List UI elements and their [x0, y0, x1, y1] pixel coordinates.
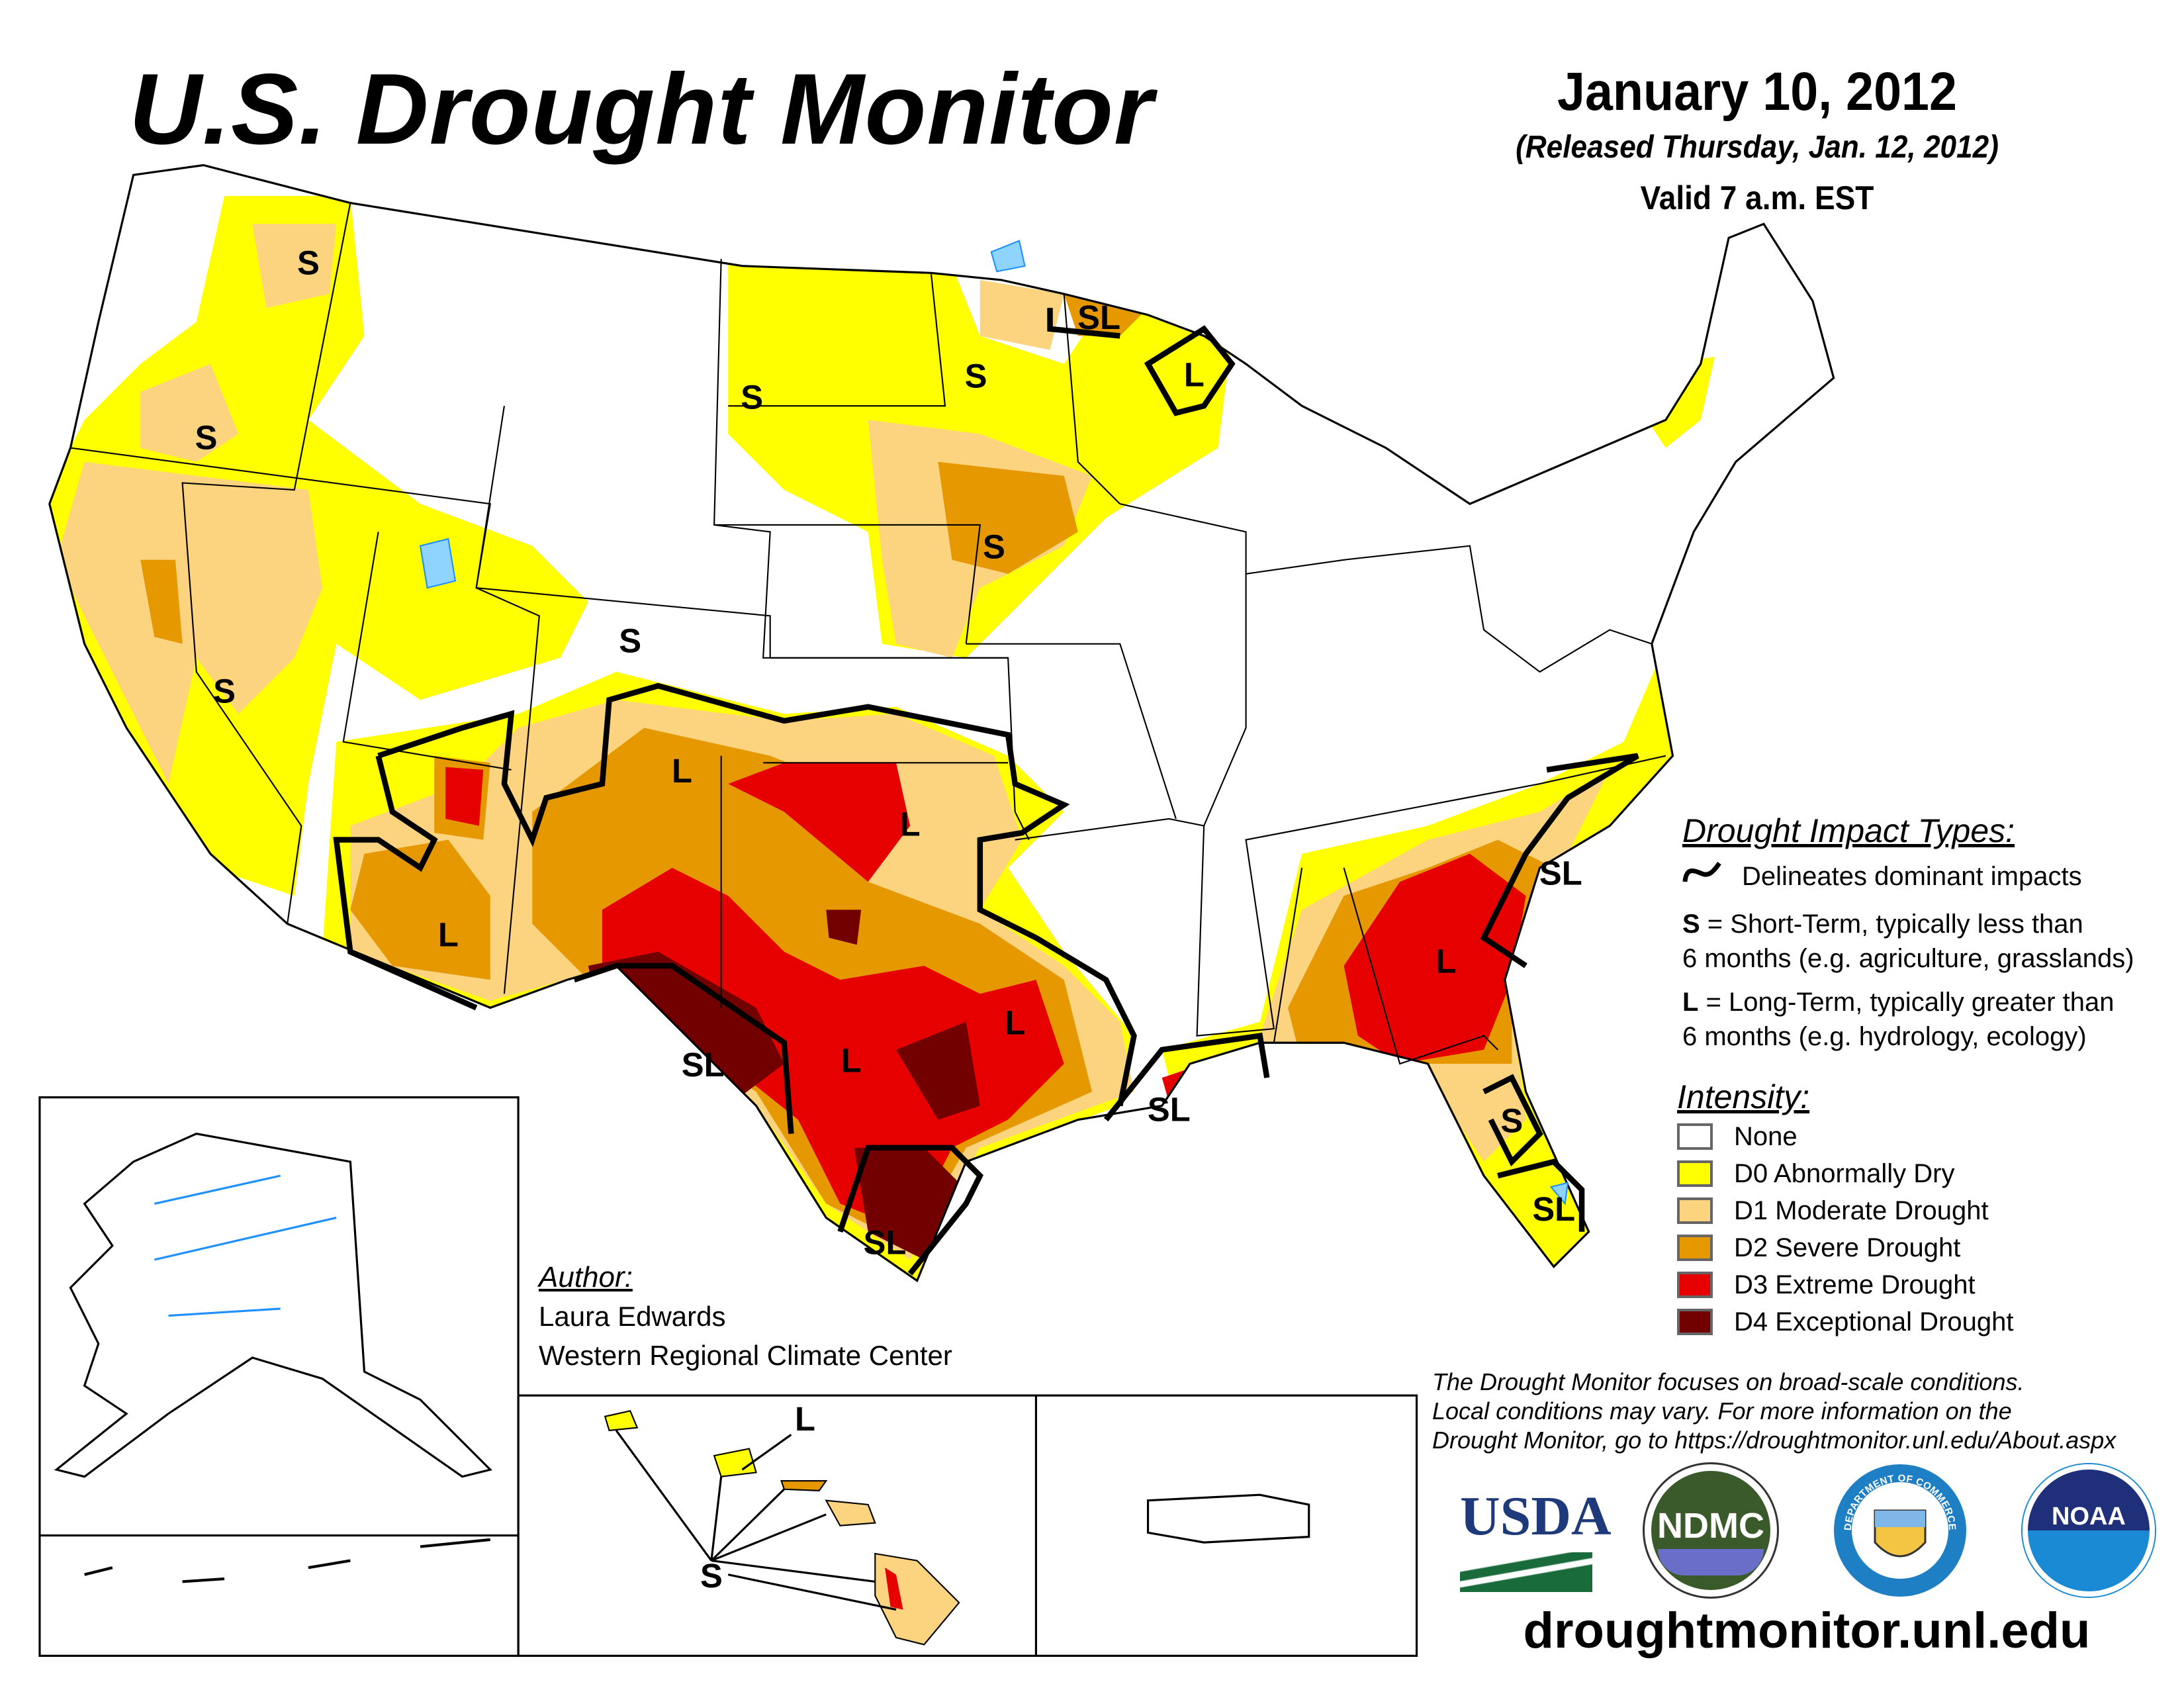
release-date: (Released Thursday, Jan. 12, 2012): [1516, 130, 1999, 165]
impact-label: L: [1184, 356, 1205, 394]
impact-label: S: [741, 378, 763, 416]
hawaii-inset: L S: [604, 1400, 960, 1646]
impact-label: SL: [682, 1046, 725, 1084]
lakes: [419, 240, 1569, 1205]
doc-seal: DEPARTMENT OF COMMERCE: [1834, 1464, 1966, 1597]
legend-swatch: [1677, 1309, 1713, 1335]
hawaii-label: S: [700, 1557, 723, 1595]
alaska-inset: [54, 1133, 492, 1583]
impact-label: S: [619, 622, 641, 659]
legend-item: D3 Extreme Drought: [1677, 1270, 2013, 1299]
legend-item: None: [1677, 1122, 2013, 1151]
valid-time: Valid 7 a.m. EST: [1640, 179, 1874, 216]
intensity-heading: Intensity:: [1677, 1078, 1810, 1115]
impact-label: SL: [1539, 854, 1582, 892]
s-key: S: [1682, 910, 1700, 939]
puerto-rico-inset: [1146, 1493, 1310, 1544]
delineation-line-icon: [1682, 861, 1721, 882]
impact-types-heading: Drought Impact Types:: [1682, 812, 2015, 849]
map-date: January 10, 2012: [1557, 62, 1957, 122]
impact-boundaries: [333, 308, 1639, 1276]
impact-label: L: [672, 752, 692, 790]
author-name: Laura Edwards: [539, 1301, 726, 1332]
impact-label: L: [1005, 1004, 1025, 1042]
impact-label: L: [438, 915, 459, 953]
impact-label: S: [965, 357, 987, 395]
state-borders: [70, 203, 1666, 1065]
legend-item: D4 Exceptional Drought: [1677, 1307, 2013, 1336]
legend-item: D0 Abnormally Dry: [1677, 1159, 2013, 1188]
legend-swatch: [1677, 1160, 1713, 1187]
legend-item: D2 Severe Drought: [1677, 1233, 2013, 1262]
d3-areas: [445, 763, 1526, 1232]
usda-logo: USDA: [1460, 1464, 1612, 1597]
impact-label: SL: [1077, 299, 1120, 336]
legend-swatch: [1677, 1235, 1713, 1261]
legend-swatch: [1677, 1123, 1713, 1150]
noaa-logo: NOAA: [2023, 1464, 2155, 1597]
legend-label: D4 Exceptional Drought: [1734, 1307, 2014, 1336]
long-term-text: L = Long-Term, typically greater than 6 m…: [1682, 985, 2115, 1054]
impact-label: S: [195, 419, 218, 457]
disclaimer: The Drought Monitor focuses on broad-sca…: [1432, 1368, 2116, 1455]
ndmc-logo: NDMC: [1645, 1464, 1777, 1597]
impact-label: L: [841, 1042, 862, 1080]
legend-label: D2 Severe Drought: [1734, 1233, 1961, 1262]
author-heading: Author:: [539, 1261, 633, 1293]
short-term-text: S = Short-Term, typically less than 6 mon…: [1682, 907, 2134, 976]
impact-labels: S S S S S SL L S S L L L SL L L SL SL L …: [195, 244, 1582, 1261]
disclaimer-line: Drought Monitor, go to https://droughtmo…: [1432, 1427, 2116, 1454]
impact-label: L: [900, 805, 921, 843]
l-desc: = Long-Term, typically greater than: [1698, 988, 2115, 1017]
impact-label: SL: [1532, 1190, 1575, 1228]
website-url[interactable]: droughtmonitor.unl.edu: [1523, 1603, 2091, 1659]
impact-label: SL: [864, 1224, 907, 1262]
impact-label: S: [297, 244, 320, 281]
s-desc-2: 6 months (e.g. agriculture, grasslands): [1682, 944, 2134, 973]
legend-label: D3 Extreme Drought: [1734, 1270, 1976, 1299]
legend-swatch: [1677, 1197, 1713, 1224]
impact-label: L: [1435, 943, 1456, 980]
impact-label: SL: [1148, 1091, 1191, 1129]
page-title: U.S. Drought Monitor: [129, 53, 1154, 165]
author-org: Western Regional Climate Center: [539, 1340, 952, 1371]
legend-label: D1 Moderate Drought: [1734, 1196, 1989, 1225]
l-key: L: [1682, 988, 1699, 1017]
delineates-text: Delineates dominant impacts: [1742, 862, 2082, 891]
legend-item: D1 Moderate Drought: [1677, 1196, 2013, 1225]
impact-label: S: [213, 672, 236, 710]
disclaimer-line: Local conditions may vary. For more info…: [1432, 1397, 2012, 1425]
intensity-legend: None D0 Abnormally Dry D1 Moderate Drought…: [1677, 1122, 2013, 1336]
inset-frames: [38, 1096, 1418, 1657]
impact-label: S: [983, 528, 1005, 566]
l-desc-2: 6 months (e.g. hydrology, ecology): [1682, 1022, 2087, 1051]
impact-label: S: [1500, 1102, 1523, 1140]
s-desc: = Short-Term, typically less than: [1700, 910, 2083, 939]
legend-label: None: [1734, 1122, 1797, 1151]
hawaii-label: L: [795, 1400, 815, 1438]
legend-label: D0 Abnormally Dry: [1734, 1159, 1955, 1188]
legend-swatch: [1677, 1272, 1713, 1298]
disclaimer-line: The Drought Monitor focuses on broad-sca…: [1432, 1368, 2025, 1395]
